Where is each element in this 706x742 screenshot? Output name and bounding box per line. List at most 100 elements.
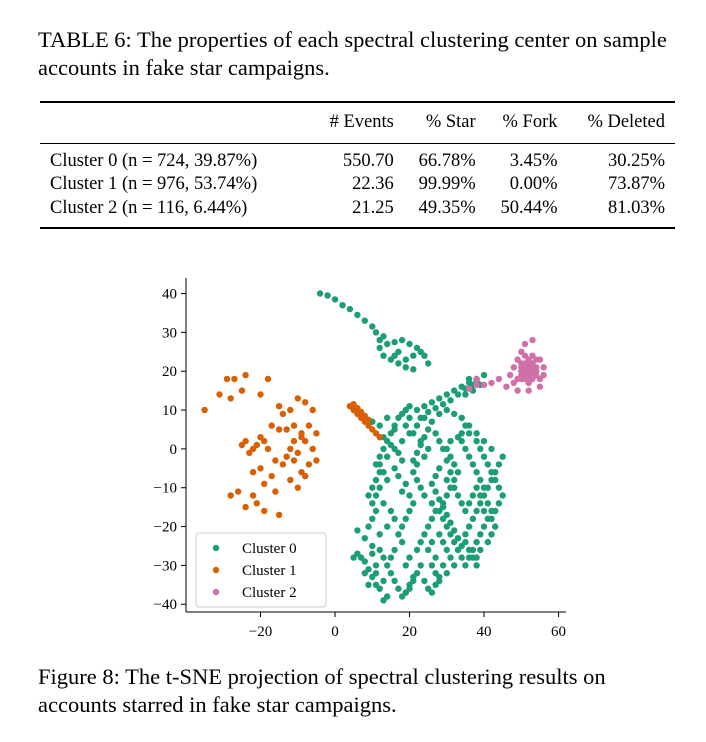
scatter-point-cluster-0 bbox=[462, 507, 469, 515]
scatter-point-cluster-0 bbox=[432, 488, 439, 495]
scatter-point-cluster-0 bbox=[369, 323, 376, 330]
scatter-point-cluster-0 bbox=[425, 426, 432, 433]
scatter-point-cluster-2 bbox=[536, 383, 544, 390]
scatter-point-cluster-0 bbox=[413, 449, 421, 456]
scatter-point-cluster-0 bbox=[384, 523, 391, 530]
scatter-point-cluster-0 bbox=[406, 414, 413, 421]
scatter-point-cluster-1 bbox=[238, 387, 246, 394]
scatter-point-cluster-0 bbox=[384, 562, 391, 569]
scatter-point-cluster-1 bbox=[257, 391, 264, 398]
table-grid: # Events % Star % Fork % Deleted Cluster… bbox=[40, 109, 675, 220]
scatter-point-cluster-0 bbox=[443, 511, 450, 519]
scatter-point-cluster-0 bbox=[406, 430, 413, 437]
scatter-point-cluster-0 bbox=[365, 492, 372, 499]
scatter-point-cluster-0 bbox=[413, 570, 421, 577]
scatter-point-cluster-0 bbox=[462, 445, 469, 453]
table-mid-rule bbox=[40, 143, 675, 144]
scatter-point-cluster-0 bbox=[413, 476, 421, 484]
legend-marker-cluster-1 bbox=[212, 566, 220, 574]
scatter-point-cluster-1 bbox=[287, 476, 294, 484]
y-tick-label: −40 bbox=[154, 597, 177, 613]
scatter-point-cluster-0 bbox=[499, 453, 506, 460]
scatter-point-cluster-0 bbox=[398, 457, 406, 464]
scatter-point-cluster-0 bbox=[465, 523, 473, 530]
scatter-point-cluster-0 bbox=[406, 403, 413, 410]
scatter-point-cluster-0 bbox=[473, 484, 480, 491]
scatter-point-cluster-0 bbox=[413, 546, 421, 554]
scatter-point-cluster-0 bbox=[477, 546, 484, 554]
scatter-point-cluster-0 bbox=[376, 546, 383, 554]
scatter-point-cluster-1 bbox=[290, 422, 298, 429]
scatter-point-cluster-1 bbox=[290, 457, 298, 464]
scatter-point-cluster-0 bbox=[443, 406, 450, 414]
scatter-point-cluster-0 bbox=[372, 570, 380, 577]
legend-label: Cluster 1 bbox=[242, 563, 297, 579]
scatter-point-cluster-0 bbox=[451, 484, 458, 491]
scatter-point-cluster-1 bbox=[294, 395, 301, 402]
scatter-point-cluster-0 bbox=[462, 391, 469, 398]
y-tick-label: 30 bbox=[162, 325, 177, 341]
scatter-point-cluster-1 bbox=[242, 503, 249, 511]
scatter-point-cluster-0 bbox=[421, 453, 428, 460]
scatter-point-cluster-0 bbox=[421, 492, 428, 499]
tsne-scatter-plot: 40 30 20 10 0 −10 −20 −30 −40 −20 0 20 40 60 Cluster 0… bbox=[154, 278, 566, 640]
scatter-point-cluster-0 bbox=[410, 500, 417, 507]
scatter-point-cluster-0 bbox=[380, 445, 387, 453]
scatter-point-cluster-0 bbox=[436, 465, 443, 472]
scatter-point-cluster-0 bbox=[376, 531, 383, 538]
scatter-point-cluster-0 bbox=[432, 554, 439, 561]
header-cell-fork: % Fork bbox=[502, 111, 558, 132]
y-tick-label: 0 bbox=[170, 442, 178, 458]
scatter-point-cluster-0 bbox=[361, 317, 368, 324]
scatter-point-cluster-0 bbox=[477, 476, 484, 484]
scatter-point-cluster-1 bbox=[261, 507, 268, 515]
scatter-point-cluster-0 bbox=[413, 422, 421, 429]
scatter-point-cluster-2 bbox=[540, 371, 547, 379]
scatter-point-cluster-2 bbox=[540, 364, 547, 371]
scatter-point-cluster-0 bbox=[473, 437, 480, 445]
scatter-point-cluster-0 bbox=[451, 562, 458, 569]
scatter-point-cluster-0 bbox=[361, 558, 368, 565]
cell-star: 66.78% bbox=[418, 151, 476, 171]
scatter-point-cluster-0 bbox=[421, 577, 428, 585]
scatter-point-cluster-0 bbox=[372, 492, 380, 499]
scatter-point-cluster-0 bbox=[339, 302, 346, 309]
scatter-point-cluster-0 bbox=[465, 375, 473, 383]
scatter-point-cluster-0 bbox=[391, 465, 398, 472]
scatter-point-cluster-0 bbox=[346, 305, 354, 313]
scatter-point-cluster-0 bbox=[484, 538, 491, 546]
scatter-point-cluster-0 bbox=[436, 437, 443, 445]
table-caption: TABLE 6: The properties of each spectral… bbox=[38, 27, 667, 80]
scatter-point-cluster-2 bbox=[518, 375, 525, 383]
scatter-point-cluster-0 bbox=[372, 329, 380, 336]
scatter-point-cluster-0 bbox=[421, 531, 428, 538]
scatter-point-cluster-0 bbox=[465, 546, 473, 554]
scatter-point-cluster-0 bbox=[387, 570, 395, 577]
scatter-point-cluster-0 bbox=[417, 538, 424, 546]
scatter-point-cluster-0 bbox=[387, 507, 395, 515]
scatter-point-cluster-1 bbox=[261, 480, 268, 487]
scatter-point-cluster-0 bbox=[421, 403, 428, 410]
scatter-point-cluster-2 bbox=[473, 375, 480, 383]
scatter-point-cluster-0 bbox=[391, 577, 398, 585]
x-tick-label: 40 bbox=[477, 624, 492, 640]
scatter-point-cluster-0 bbox=[384, 476, 391, 484]
scatter-point-cluster-0 bbox=[465, 453, 473, 460]
scatter-point-cluster-0 bbox=[376, 484, 383, 491]
scatter-point-cluster-0 bbox=[391, 338, 398, 346]
scatter-point-cluster-1 bbox=[257, 465, 264, 472]
scatter-point-cluster-0 bbox=[402, 515, 409, 522]
scatter-point-cluster-0 bbox=[428, 589, 436, 596]
scatter-point-cluster-1 bbox=[249, 469, 257, 476]
scatter-point-cluster-0 bbox=[372, 461, 380, 468]
scatter-point-cluster-2 bbox=[518, 364, 525, 371]
scatter-point-cluster-0 bbox=[361, 570, 368, 577]
header-cell-deleted: % Deleted bbox=[587, 111, 665, 132]
scatter-point-cluster-0 bbox=[417, 441, 424, 449]
scatter-point-cluster-0 bbox=[462, 531, 469, 538]
scatter-point-cluster-0 bbox=[425, 546, 432, 554]
y-tick-label: −10 bbox=[154, 481, 177, 497]
scatter-point-cluster-1 bbox=[294, 449, 301, 456]
scatter-point-cluster-1 bbox=[268, 422, 275, 429]
scatter-point-cluster-1 bbox=[249, 492, 257, 499]
